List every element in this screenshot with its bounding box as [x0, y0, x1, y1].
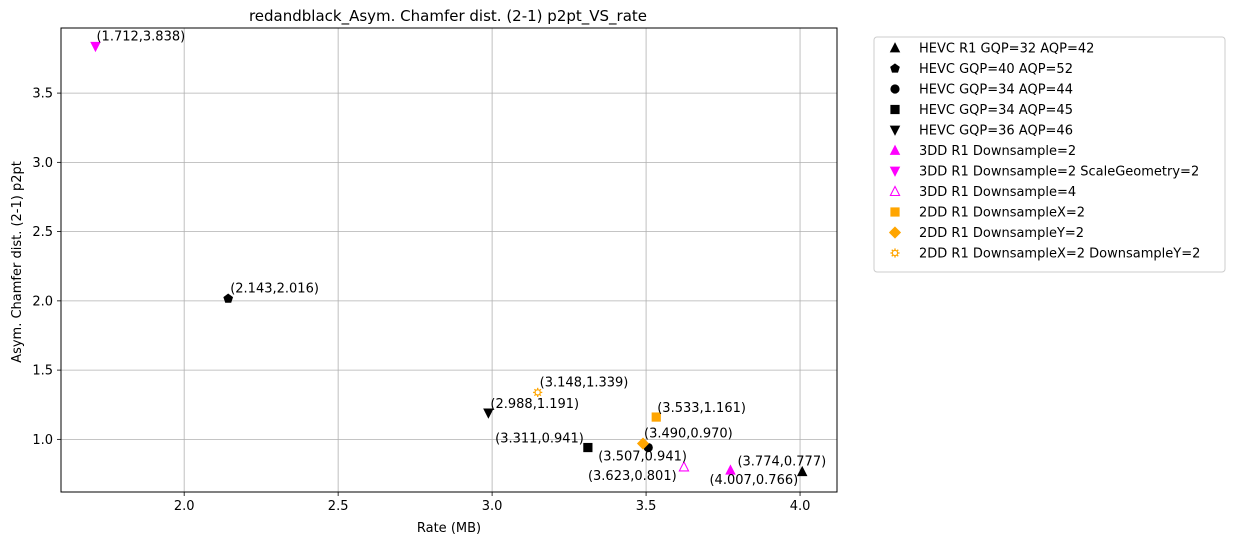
data-point-label: (3.490,0.970) — [644, 427, 733, 442]
data-point-label: (2.988,1.191) — [490, 397, 579, 412]
grid-lines — [61, 28, 837, 492]
x-tick-label: 2.5 — [328, 499, 349, 514]
legend-entry-label: HEVC R1 GQP=32 AQP=42 — [919, 42, 1094, 57]
data-point-marker — [636, 437, 650, 450]
plot-frame — [60, 27, 838, 493]
data-point-label: (3.533,1.161) — [657, 401, 746, 416]
data-point-label: (2.143,2.016) — [230, 282, 319, 297]
x-tick-label: 4.0 — [790, 499, 811, 514]
legend-entry-label: HEVC GQP=34 AQP=45 — [919, 103, 1073, 118]
chart-title: redandblack_Asym. Chamfer dist. (2-1) p2… — [249, 7, 647, 26]
data-point-marker — [533, 387, 543, 398]
axis-ticks: 2.0 2.5 3.0 3.5 4.0 1.0 1.5 2.0 2.5 3.0 3.5 — [32, 87, 810, 514]
legend-entry-label: HEVC GQP=40 AQP=52 — [919, 62, 1073, 77]
data-point-label: (3.311,0.941) — [495, 432, 584, 447]
data-point-label: (3.623,0.801) — [588, 469, 677, 484]
legend-marker — [890, 84, 900, 94]
legend-marker — [889, 185, 901, 197]
data-point-marker — [483, 408, 494, 419]
legend-entry-label: 3DD R1 Downsample=2 ScaleGeometry=2 — [919, 165, 1199, 180]
y-tick-label: 3.0 — [32, 156, 53, 171]
legend-entry-label: 3DD R1 Downsample=4 — [919, 185, 1076, 200]
legend-marker — [889, 125, 901, 136]
legend-entry-label: 2DD R1 DownsampleY=2 — [919, 226, 1084, 241]
legend-box — [873, 36, 1226, 273]
legend-entry-label: 2DD R1 DownsampleX=2 — [919, 206, 1085, 221]
data-point-label: (3.148,1.339) — [540, 375, 629, 390]
legend-marker — [890, 207, 900, 217]
y-tick-label: 2.0 — [32, 294, 53, 309]
data-point-label: (4.007,0.766) — [709, 473, 798, 488]
y-axis-label: Asym. Chamfer dist. (2-1) p2pt — [10, 161, 25, 363]
data-point-marker — [725, 464, 736, 475]
gear-hub — [891, 249, 899, 257]
data-point-marker — [796, 465, 808, 477]
legend-marker — [890, 104, 900, 115]
legend-marker — [890, 63, 900, 73]
legend-entry-label: 2DD R1 DownsampleX=2 DownsampleY=2 — [919, 247, 1200, 262]
legend-marker — [888, 226, 902, 239]
legend-marker — [890, 248, 900, 258]
legend-entry-label: HEVC GQP=36 AQP=46 — [919, 124, 1073, 139]
data-point-marker — [223, 293, 234, 303]
x-tick-label: 3.5 — [636, 499, 657, 514]
y-tick-label: 3.5 — [32, 87, 53, 102]
legend-marker — [889, 144, 901, 155]
data-point-marker — [651, 412, 661, 422]
y-tick-label: 1.5 — [32, 364, 53, 379]
data-point-marker — [90, 41, 101, 53]
data-point-label: (1.712,3.838) — [96, 29, 185, 44]
data-points — [90, 41, 808, 477]
legend-entry-label: HEVC GQP=34 AQP=44 — [919, 83, 1073, 98]
x-axis-label: Rate (MB) — [417, 521, 481, 536]
gear-hub — [534, 389, 541, 396]
data-labels: (4.007,0.766) (2.143,2.016) (3.507,0.941) (… — [96, 29, 826, 487]
data-point-marker — [583, 442, 593, 453]
x-tick-label: 3.0 — [482, 499, 503, 514]
data-point-label: (3.774,0.777) — [737, 454, 826, 469]
legend-marker — [889, 42, 901, 53]
x-tick-label: 2.0 — [174, 499, 195, 514]
legend-entry-label: 3DD R1 Downsample=2 — [919, 144, 1076, 159]
y-tick-label: 2.5 — [32, 225, 53, 240]
legend-items: HEVC R1 GQP=32 AQP=42 HEVC GQP=40 AQP=52 H… — [888, 42, 1200, 262]
data-point-label: (3.507,0.941) — [598, 450, 687, 465]
legend-marker — [889, 166, 901, 177]
y-tick-label: 1.0 — [32, 433, 53, 448]
legend: HEVC R1 GQP=32 AQP=42 HEVC GQP=40 AQP=52 H… — [873, 36, 1226, 273]
data-point-marker — [678, 460, 690, 472]
